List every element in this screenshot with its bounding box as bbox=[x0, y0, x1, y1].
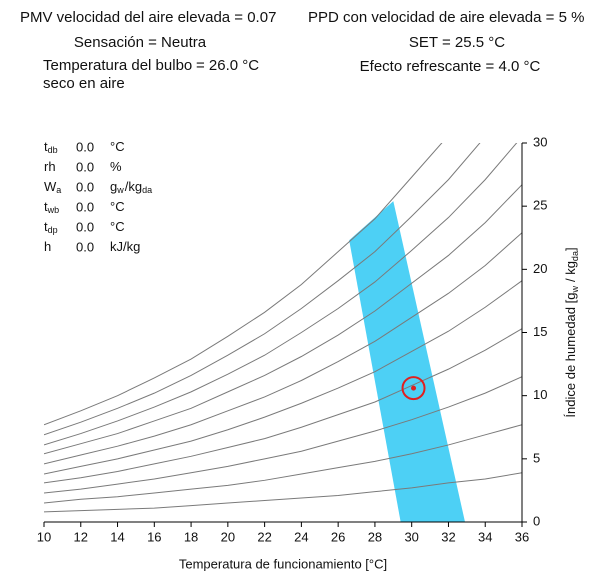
x-tick-label: 24 bbox=[294, 529, 308, 544]
x-tick-label: 16 bbox=[147, 529, 161, 544]
readout-symbol: t bbox=[44, 139, 48, 154]
x-tick-label: 26 bbox=[331, 529, 345, 544]
unit-part: kJ/kg bbox=[110, 239, 140, 254]
x-tick-label: 20 bbox=[221, 529, 235, 544]
y-tick-label: 25 bbox=[533, 198, 547, 213]
rh-curve bbox=[44, 143, 481, 436]
readout-sub: db bbox=[48, 145, 58, 155]
rh-curve bbox=[44, 376, 522, 494]
readout-label: tdb bbox=[44, 139, 58, 155]
x-axis-label: Temperatura de funcionamiento [°C] bbox=[179, 556, 387, 571]
readout-symbol: t bbox=[44, 199, 48, 214]
unit-part: g bbox=[110, 179, 117, 194]
readout-unit: °C bbox=[110, 139, 125, 154]
pmv: PMV velocidad del aire elevada = 0.07 bbox=[20, 9, 276, 26]
rh-curve bbox=[44, 232, 522, 465]
comfort-zone bbox=[349, 201, 466, 522]
unit-part: °C bbox=[110, 199, 125, 214]
readout-value: 0.0 bbox=[76, 199, 94, 214]
y-label-part: w bbox=[570, 286, 580, 294]
rh-curve bbox=[44, 472, 522, 513]
y-tick-label: 30 bbox=[533, 134, 547, 149]
rh-curve bbox=[44, 143, 518, 446]
plot-area bbox=[44, 143, 522, 522]
x-tick-label: 12 bbox=[74, 529, 88, 544]
readout-sub: wb bbox=[47, 205, 60, 215]
y-tick-label: 15 bbox=[533, 324, 547, 339]
readout-label: rh bbox=[44, 159, 56, 174]
readout-unit: °C bbox=[110, 199, 125, 214]
x-tick-label: 30 bbox=[404, 529, 418, 544]
state-ring bbox=[401, 376, 426, 401]
x-tick-label: 36 bbox=[515, 529, 529, 544]
readout-unit: gw/kgda bbox=[110, 179, 152, 195]
ppd: PPD con velocidad de aire elevada = 5 % bbox=[308, 9, 584, 26]
x-tick-label: 18 bbox=[184, 529, 198, 544]
y-label-part: da bbox=[570, 251, 580, 261]
readout-label: tdp bbox=[44, 219, 58, 235]
readout-value: 0.0 bbox=[76, 159, 94, 174]
y-tick-label: 20 bbox=[533, 261, 547, 276]
y-tick-label: 0 bbox=[533, 513, 540, 528]
rh-curve bbox=[44, 280, 522, 475]
readout-value: 0.0 bbox=[76, 239, 94, 254]
unit-part: °C bbox=[110, 139, 125, 154]
cooling: Efecto refrescante = 4.0 °C bbox=[360, 58, 541, 75]
x-tick-label: 34 bbox=[478, 529, 492, 544]
rh-curve bbox=[44, 143, 443, 426]
readout-symbol: t bbox=[44, 219, 48, 234]
tdb-value: = 26.0 °C bbox=[196, 57, 259, 74]
readout-label: h bbox=[44, 239, 51, 254]
y-tick-label: 10 bbox=[533, 387, 547, 402]
x-tick-label: 32 bbox=[441, 529, 455, 544]
readout-symbol: rh bbox=[44, 159, 56, 174]
readout-symbol: W bbox=[44, 179, 57, 194]
y-label-part: ] bbox=[563, 247, 578, 251]
readout-value: 0.0 bbox=[76, 139, 94, 154]
y-tick-label: 5 bbox=[533, 450, 540, 465]
x-tick-label: 14 bbox=[110, 529, 124, 544]
set: SET = 25.5 °C bbox=[409, 34, 505, 51]
y-label-part: / kg bbox=[563, 261, 578, 282]
readout-symbol: h bbox=[44, 239, 51, 254]
y-label-part: Índice de humedad [g bbox=[563, 293, 578, 418]
tdb-label: seco en aire bbox=[43, 75, 125, 92]
unit-part: /kg bbox=[125, 179, 142, 194]
unit-part: °C bbox=[110, 219, 125, 234]
readout-unit: % bbox=[110, 159, 122, 174]
x-tick-label: 22 bbox=[257, 529, 271, 544]
x-tick-label: 10 bbox=[37, 529, 51, 544]
readout-sub: a bbox=[56, 185, 61, 195]
state-point bbox=[411, 385, 417, 391]
readout-label: Wa bbox=[44, 179, 61, 195]
rh-curve bbox=[44, 328, 522, 484]
readout-sub: dp bbox=[48, 225, 58, 235]
y-axis-label: Índice de humedad [gw / kgda] bbox=[563, 247, 580, 417]
tdb-label: Temperatura del bulbo bbox=[43, 57, 192, 74]
readout-unit: kJ/kg bbox=[110, 239, 140, 254]
readout-value: 0.0 bbox=[76, 219, 94, 234]
unit-part: w bbox=[116, 185, 124, 195]
unit-part: da bbox=[142, 185, 152, 195]
x-tick-label: 28 bbox=[368, 529, 382, 544]
rh-curve bbox=[44, 184, 522, 455]
unit-part: % bbox=[110, 159, 122, 174]
readout-value: 0.0 bbox=[76, 179, 94, 194]
readout-label: twb bbox=[44, 199, 59, 215]
readout-unit: °C bbox=[110, 219, 125, 234]
sensation: Sensación = Neutra bbox=[74, 34, 207, 51]
rh-curve bbox=[44, 424, 522, 504]
